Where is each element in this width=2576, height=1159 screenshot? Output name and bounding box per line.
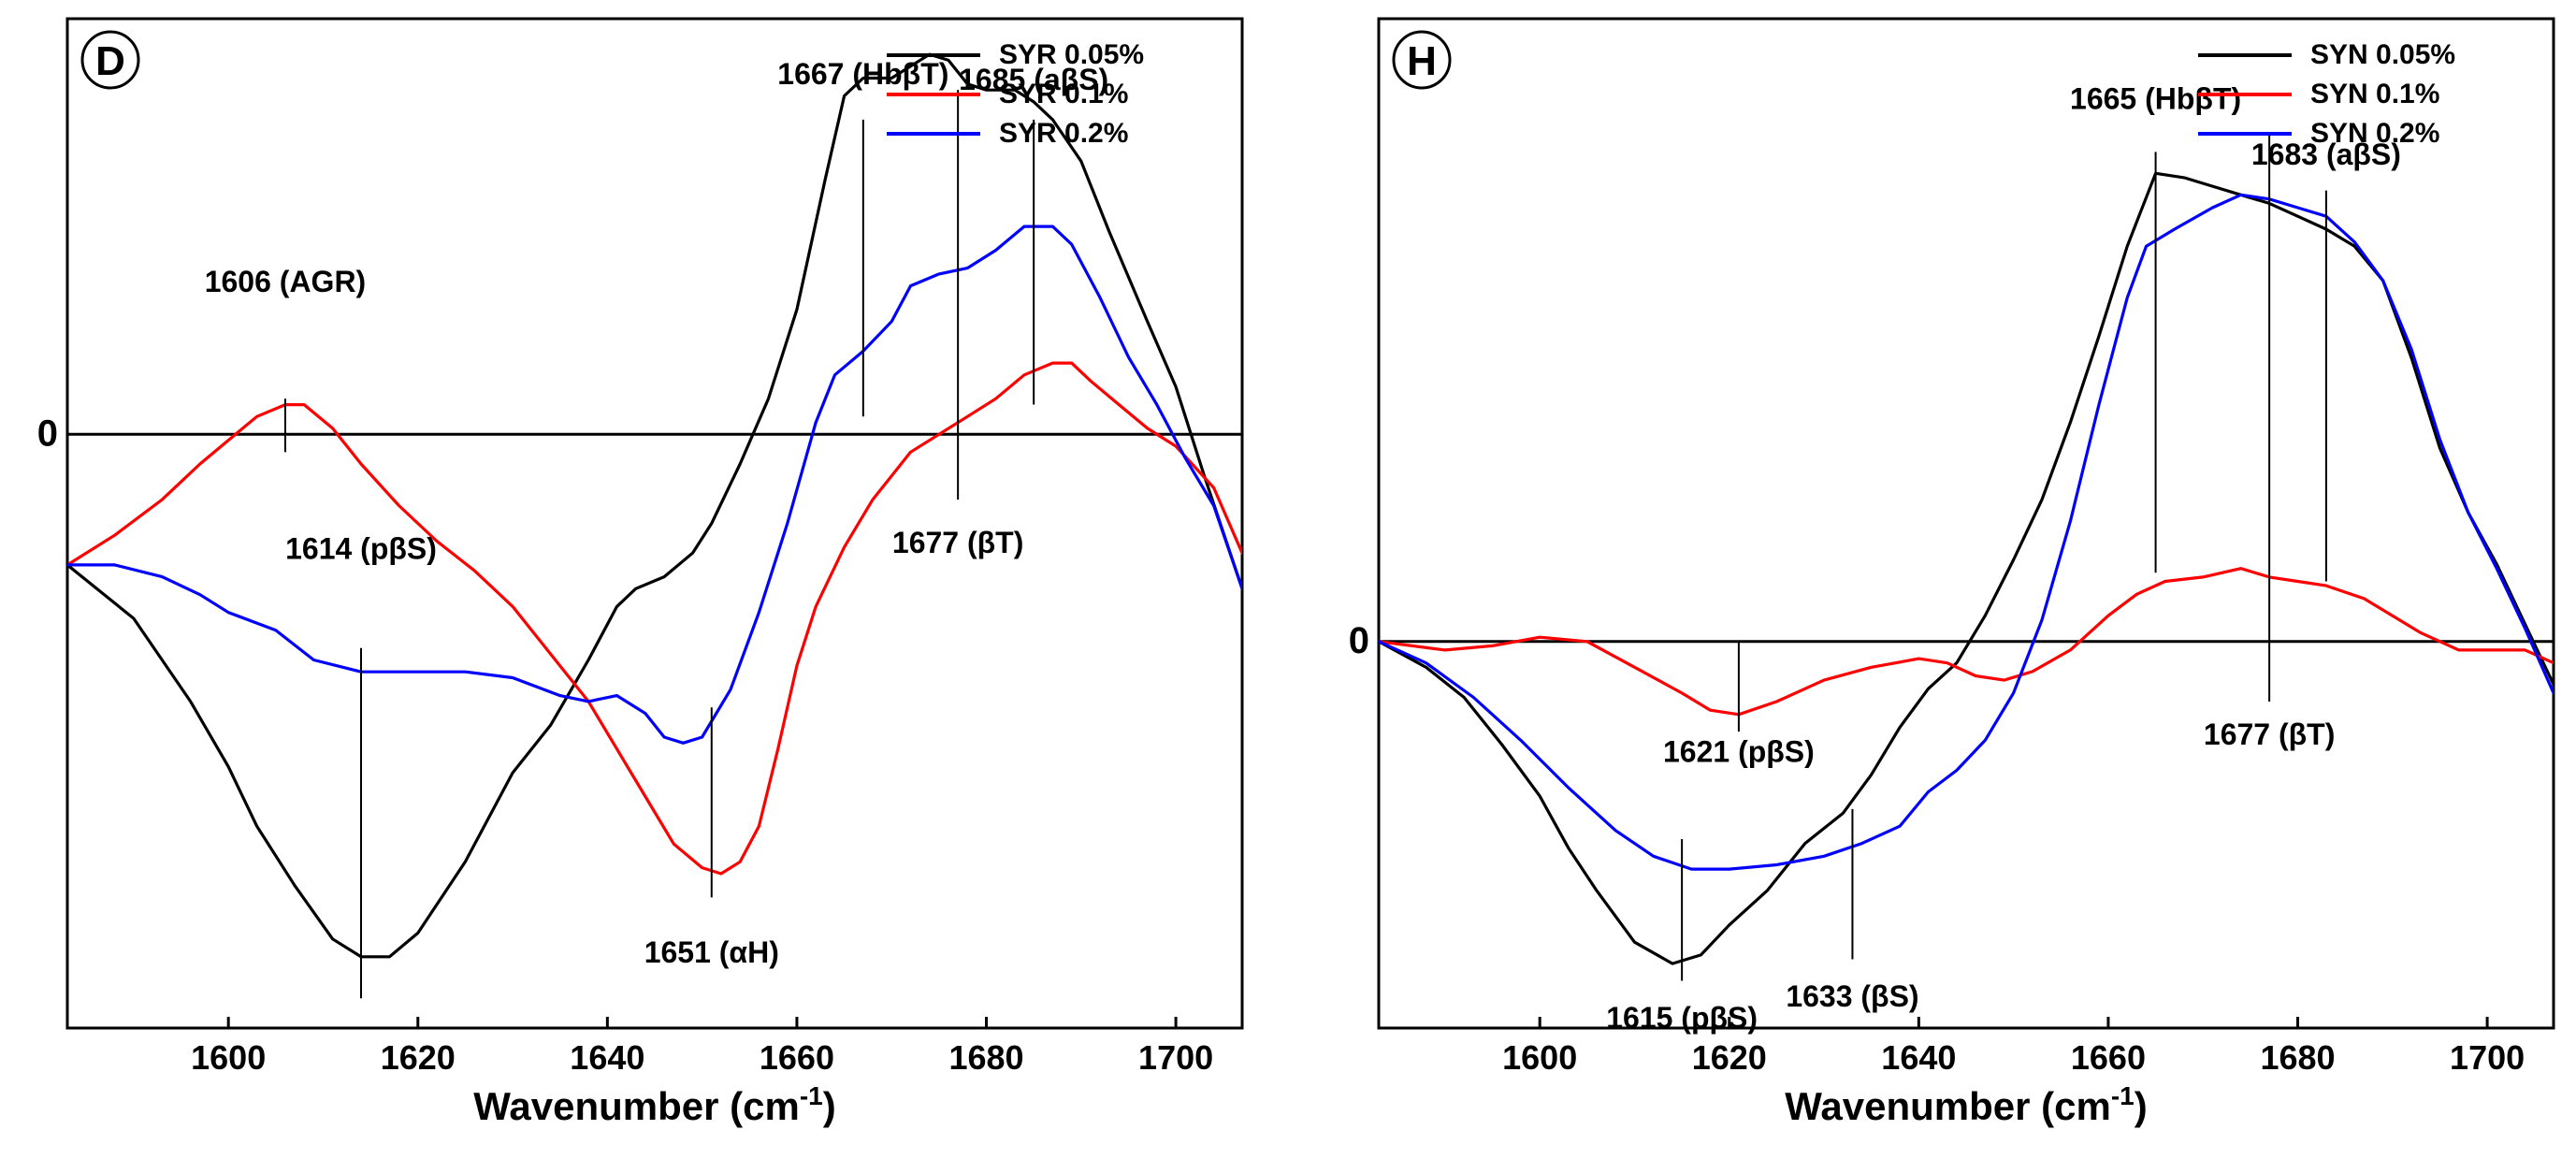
x-axis-title: Wavenumber (cm-1) [1785, 1081, 2147, 1128]
x-tick-label: 1640 [1881, 1038, 1956, 1077]
x-tick-label: 1600 [191, 1038, 266, 1077]
series-line-3 [67, 225, 1242, 745]
series-line-1 [67, 52, 1242, 959]
series-line-3 [1379, 193, 2554, 871]
x-axis-title-close: ) [823, 1084, 836, 1128]
series-line-2 [1379, 567, 2554, 717]
series-line-1 [1379, 171, 2554, 965]
annotation-label: 1665 (HbβT) [2070, 81, 2241, 115]
legend-label: SYN 0.2% [2310, 118, 2439, 149]
legend-label: SYN 0.05% [2310, 39, 2455, 70]
x-axis-title-superscript: -1 [2111, 1081, 2135, 1110]
x-tick-label: 1660 [2071, 1038, 2146, 1077]
x-tick-label: 1700 [1138, 1038, 1213, 1077]
x-axis-title: Wavenumber (cm-1) [473, 1081, 835, 1128]
panel-letter-circle [80, 30, 140, 90]
x-axis-title-superscript: -1 [800, 1081, 823, 1110]
panel-letter: D [95, 38, 125, 84]
x-axis-title-close: ) [2135, 1084, 2148, 1128]
annotation-label: 1614 (pβS) [285, 532, 437, 566]
annotation-label: 1606 (AGR) [205, 265, 367, 298]
x-tick-label: 1660 [760, 1038, 834, 1077]
plot-frame [65, 17, 1244, 1030]
annotation-label: 1683 (aβS) [2251, 138, 2401, 171]
legend-label: SYR 0.1% [999, 79, 1128, 109]
legend-label: SYN 0.1% [2310, 79, 2439, 109]
x-tick-label: 1640 [570, 1038, 644, 1077]
x-tick-label: 1700 [2450, 1038, 2525, 1077]
panel-letter: H [1407, 38, 1437, 84]
panel-d: 1600 1620 1640 1660 1680 1700 Wavenumber (cm-1… [37, 17, 1244, 1128]
annotation-label: 1633 (βS) [1786, 979, 1918, 1013]
x-tick-label: 1620 [1692, 1038, 1767, 1077]
x-tick-label: 1620 [381, 1038, 456, 1077]
legend-label: SYR 0.2% [999, 118, 1128, 149]
zero-label: 0 [37, 413, 58, 454]
annotation-label: 1677 (βT) [2204, 717, 2335, 751]
annotation-label: 1685 (aβS) [959, 63, 1108, 96]
x-axis-title-main: Wavenumber (cm [1785, 1084, 2111, 1128]
annotation-label: 1621 (pβS) [1663, 734, 1815, 768]
zero-label: 0 [1349, 620, 1369, 661]
legend-label: SYR 0.05% [999, 39, 1144, 70]
x-tick-label: 1680 [2260, 1038, 2335, 1077]
x-tick-label: 1600 [1502, 1038, 1577, 1077]
plot-frame [1377, 17, 2555, 1030]
annotation-label: 1651 (αH) [644, 935, 779, 969]
x-axis-title-main: Wavenumber (cm [473, 1084, 800, 1128]
annotation-label: 1677 (βT) [892, 526, 1023, 559]
annotation-label: 1667 (HbβT) [777, 57, 948, 91]
x-tick-label: 1680 [948, 1038, 1023, 1077]
annotation-label: 1615 (pβS) [1606, 1001, 1758, 1035]
series-line-2 [67, 361, 1242, 876]
panel-h: 1600 1620 1640 1660 1680 1700 Wavenumber (cm-1… [1349, 17, 2555, 1128]
panel-letter-circle [1392, 30, 1452, 90]
